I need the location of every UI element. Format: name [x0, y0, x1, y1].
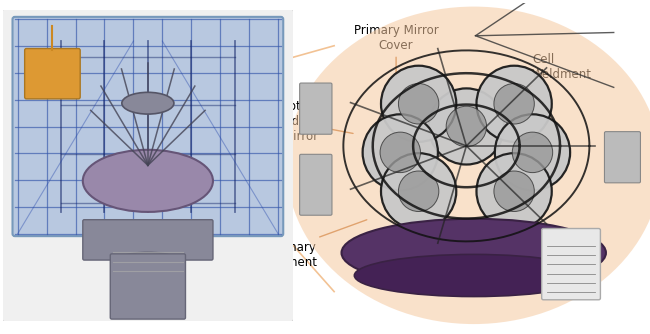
FancyBboxPatch shape	[300, 154, 332, 215]
Text: Cell
Weldment: Cell Weldment	[499, 53, 592, 106]
Text: Primary
Mirror Segment: Primary Mirror Segment	[225, 220, 367, 269]
FancyBboxPatch shape	[111, 254, 185, 319]
Ellipse shape	[112, 252, 184, 277]
Ellipse shape	[287, 7, 650, 324]
Ellipse shape	[381, 153, 456, 229]
Ellipse shape	[446, 106, 487, 147]
Ellipse shape	[398, 171, 439, 211]
FancyBboxPatch shape	[300, 83, 332, 134]
Ellipse shape	[398, 84, 439, 124]
Ellipse shape	[494, 171, 534, 211]
Ellipse shape	[476, 66, 552, 142]
Ellipse shape	[512, 132, 552, 173]
FancyBboxPatch shape	[12, 17, 283, 236]
Text: Pier: Pier	[205, 269, 228, 300]
Ellipse shape	[380, 132, 421, 173]
FancyBboxPatch shape	[541, 228, 601, 300]
Ellipse shape	[83, 150, 213, 212]
FancyBboxPatch shape	[83, 220, 213, 260]
Text: Telescope Enclosure: Telescope Enclosure	[170, 36, 289, 68]
Ellipse shape	[363, 114, 438, 190]
Ellipse shape	[494, 84, 534, 124]
FancyBboxPatch shape	[2, 8, 294, 322]
Ellipse shape	[429, 89, 504, 165]
Ellipse shape	[476, 153, 552, 229]
Ellipse shape	[341, 219, 606, 287]
Text: Primary Mirror
Cover: Primary Mirror Cover	[354, 24, 439, 77]
Text: Adaptive
Secondary
Mirror: Adaptive Secondary Mirror	[257, 100, 353, 143]
FancyBboxPatch shape	[604, 132, 640, 183]
Ellipse shape	[495, 114, 570, 190]
FancyBboxPatch shape	[25, 48, 80, 99]
Ellipse shape	[354, 255, 593, 297]
Ellipse shape	[381, 66, 456, 142]
Text: Telescope Mount: Telescope Mount	[109, 209, 207, 241]
Ellipse shape	[122, 92, 174, 114]
